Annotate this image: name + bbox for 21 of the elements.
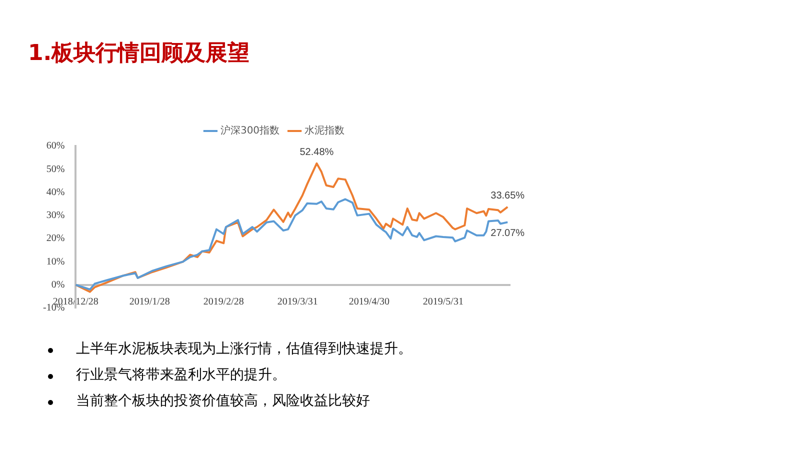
x-tick-label: 2019/3/31: [277, 296, 318, 308]
x-tick-label: 2019/5/31: [422, 296, 464, 308]
y-tick-label: 10%: [46, 256, 65, 268]
y-tick-label: 0%: [51, 279, 65, 290]
legend-label: 水泥指数: [304, 124, 345, 137]
y-tick-label: 60%: [46, 140, 65, 152]
legend-label: 沪深300指数: [220, 124, 280, 137]
x-tick-label: 2019/4/30: [348, 296, 390, 308]
y-tick-label: 30%: [46, 210, 65, 222]
y-tick-label: 20%: [46, 233, 65, 244]
annotation: 27.07%: [490, 228, 525, 239]
text: 当前整个板块的投资价值较高，风险收益比较好: [76, 392, 370, 411]
annotation: 33.65%: [490, 190, 525, 202]
y-tick-label: 50%: [46, 164, 65, 175]
x-tick-label: 2019/1/28: [129, 296, 170, 308]
text: 行业景气将带来盈利水平的提升。: [76, 366, 286, 385]
y-tick-label: 40%: [46, 186, 65, 198]
x-tick-label: 2019/2/28: [203, 296, 244, 308]
annotation: 52.48%: [300, 147, 334, 158]
chart-title: 1.板块行情回顾及展望: [28, 40, 250, 68]
text: 上半年水泥板块表现为上涨行情，估值得到快速提升。: [76, 340, 412, 359]
